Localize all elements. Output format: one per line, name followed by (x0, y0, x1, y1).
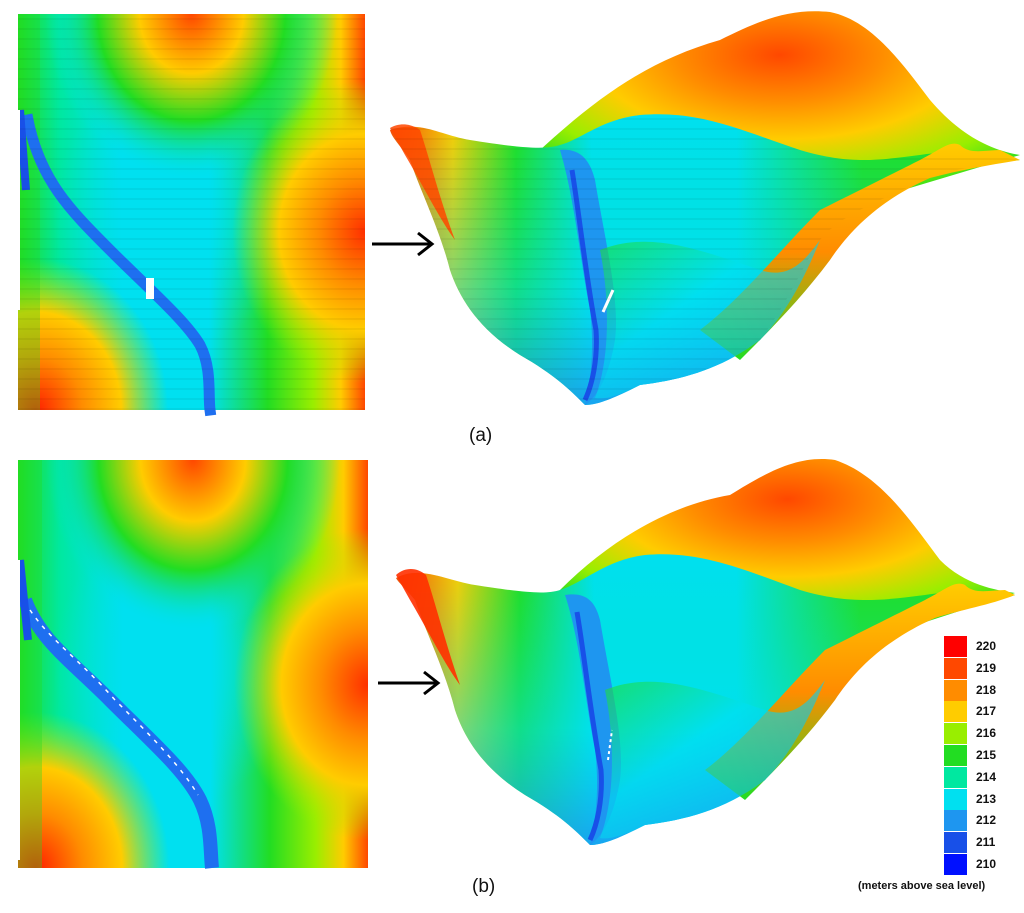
legend-swatch (944, 854, 967, 875)
legend-swatch (944, 810, 967, 832)
legend-swatch (944, 832, 967, 854)
legend-unit-label: (meters above sea level) (858, 880, 986, 892)
legend-entry: 212 (944, 810, 1014, 832)
legend-label: 213 (976, 791, 997, 806)
legend-label: 218 (976, 682, 997, 697)
legend-entry: 215 (944, 745, 1014, 766)
arrow-b (378, 670, 441, 696)
legend-swatch (944, 766, 967, 788)
panel-b (14, 459, 1015, 869)
legend-label: 210 (976, 857, 997, 871)
panel-b-caption: (b) (472, 876, 496, 897)
surface-b (396, 459, 1015, 845)
legend-entry: 211 (944, 832, 1014, 854)
legend-swatch (944, 636, 967, 657)
panel-a-caption: (a) (469, 425, 493, 446)
legend-entry: 220 (944, 636, 1014, 657)
legend-entry: 218 (944, 679, 1014, 701)
legend-swatch (944, 723, 967, 745)
legend-label: 217 (976, 704, 997, 719)
legend-entry: 219 (944, 657, 1014, 679)
legend-swatch (944, 745, 967, 766)
arrow-a (372, 231, 435, 257)
panel-a (14, 11, 1020, 417)
legend-swatch (944, 788, 967, 810)
heatmap-b (14, 460, 368, 869)
legend-label: 220 (976, 639, 997, 653)
surface-a (390, 11, 1020, 406)
legend-entry: 213 (944, 788, 1014, 810)
legend-entry: 217 (944, 701, 1014, 723)
legend-swatch (944, 679, 967, 701)
channel-b (18, 597, 219, 869)
legend-label: 215 (976, 748, 997, 762)
legend-entry: 214 (944, 766, 1014, 788)
legend-label: 216 (976, 726, 997, 741)
legend-label: 219 (976, 660, 997, 675)
legend-swatch (944, 657, 967, 679)
legend-label: 214 (976, 769, 997, 784)
heatmap-a (14, 14, 365, 417)
legend-entry: 210 (944, 854, 1014, 875)
legend-label: 212 (976, 813, 997, 828)
legend-swatch (944, 701, 967, 723)
legend-entry: 216 (944, 723, 1014, 745)
legend-label: 211 (976, 835, 996, 850)
